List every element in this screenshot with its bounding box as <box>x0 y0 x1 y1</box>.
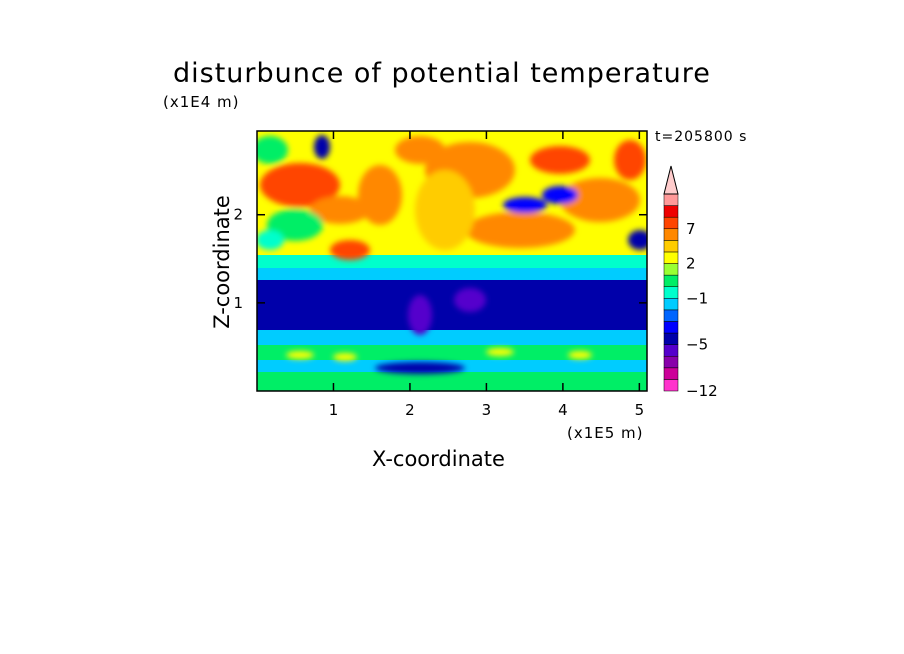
colorbar-tick-label: −12 <box>686 382 718 400</box>
time-label: t=205800 s <box>655 129 748 145</box>
colorbar-box <box>663 286 679 299</box>
field-feature <box>454 288 486 312</box>
field-feature <box>314 135 330 159</box>
x-tick-label: 5 <box>635 401 645 419</box>
colorbar-box <box>663 263 679 276</box>
colorbar-box <box>663 355 679 369</box>
field-feature <box>530 146 590 174</box>
field-band <box>257 255 647 268</box>
x-tick-label: 4 <box>558 401 568 419</box>
field-feature <box>503 197 547 213</box>
x-axis-label: X-coordinate <box>372 447 505 471</box>
colorbar-box <box>663 321 679 334</box>
colorbar-tick-label: 2 <box>686 255 696 273</box>
colorbar-box <box>663 205 679 218</box>
colorbar-box <box>663 379 679 392</box>
field-feature <box>628 230 647 250</box>
colorbar: 7 2 −1 −5 −12 <box>663 165 718 400</box>
field-band <box>257 372 647 391</box>
colorbar-box <box>663 367 679 380</box>
colorbar-tick-label: −5 <box>686 336 708 354</box>
field-feature <box>486 348 514 356</box>
colorbar-box <box>663 298 679 311</box>
y-axis: 12 <box>233 206 647 312</box>
field-feature <box>375 362 465 374</box>
field-feature <box>333 353 357 361</box>
field-feature <box>260 163 340 207</box>
field-feature <box>408 295 432 335</box>
field-band <box>257 268 647 280</box>
colorbar-box <box>663 251 679 264</box>
colorbar-box <box>663 344 679 357</box>
field-band <box>257 280 647 330</box>
colorbar-box <box>663 274 679 287</box>
y-axis-unit: (x1E4 m) <box>163 93 240 111</box>
colorbar-box <box>663 193 679 206</box>
colorbar-box <box>663 332 679 345</box>
field-feature <box>286 351 314 359</box>
colorbar-box <box>663 228 679 241</box>
field-feature <box>310 196 370 224</box>
colorbar-box <box>663 240 679 253</box>
field-feature <box>560 178 640 222</box>
x-axis: 1 2 3 4 5 <box>329 131 644 419</box>
x-tick-label: 1 <box>329 401 339 419</box>
colorbar-box <box>663 309 679 322</box>
colorbar-box <box>663 216 679 230</box>
x-tick-label: 3 <box>482 401 492 419</box>
field-feature <box>358 165 402 225</box>
plot-frame <box>256 130 648 392</box>
field-features <box>257 135 647 374</box>
field-feature <box>257 230 284 250</box>
colorbar-tick-label: 7 <box>686 220 696 238</box>
y-tick-label: 1 <box>233 294 243 312</box>
field-band <box>257 330 647 345</box>
field-feature <box>415 170 475 250</box>
field-feature <box>465 212 575 248</box>
field-feature <box>395 136 445 164</box>
field-feature <box>257 136 288 164</box>
x-axis-unit: (x1E5 m) <box>567 424 644 442</box>
field-feature <box>542 186 578 204</box>
field-feature <box>267 209 323 241</box>
field-feature <box>614 140 646 180</box>
field-feature <box>568 351 592 359</box>
field-feature <box>330 240 370 260</box>
y-tick-label: 2 <box>233 206 243 224</box>
contour-field <box>257 131 647 391</box>
colorbar-extension <box>663 165 679 195</box>
colorbar-tick-label: −1 <box>686 289 708 307</box>
x-tick-label: 2 <box>405 401 415 419</box>
chart-title: disturbunce of potential temperature <box>173 58 711 89</box>
